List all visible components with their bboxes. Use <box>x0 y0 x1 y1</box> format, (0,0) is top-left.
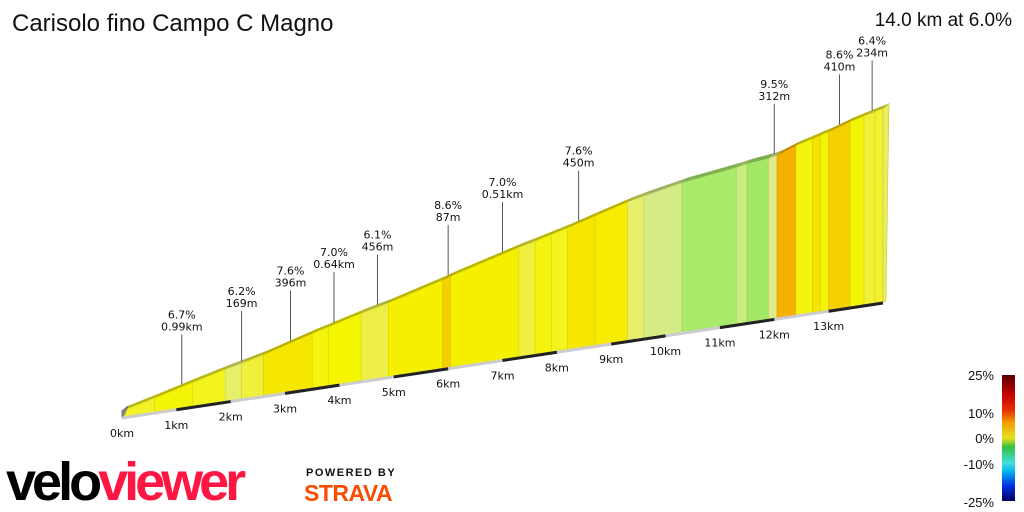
profile-segment <box>863 111 876 306</box>
legend-label-0: 0% <box>975 431 994 446</box>
distance-axis-km-bar <box>828 301 884 313</box>
profile-segment <box>820 131 829 312</box>
legend-label-neg10: -10% <box>963 457 994 472</box>
profile-segment <box>828 121 851 311</box>
profile-segment <box>643 182 683 339</box>
annotation-grade: 6.7% <box>168 308 196 321</box>
annotation-grade: 8.6% <box>434 199 462 212</box>
profile-segment <box>534 234 552 355</box>
distance-axis-km-bar <box>610 334 666 346</box>
annotation-grade: 7.0% <box>489 176 517 189</box>
annotation-length: 87m <box>436 211 461 224</box>
annotation-grade: 7.6% <box>565 145 593 158</box>
x-tick-label: 1km <box>164 419 188 432</box>
profile-segment <box>518 240 536 358</box>
profile-segment <box>850 115 865 308</box>
profile-segment <box>311 326 329 389</box>
distance-axis-km-bar <box>176 400 231 412</box>
profile-segment <box>746 157 770 323</box>
legend-label-neg25: -25% <box>963 495 994 510</box>
x-tick-label: 10km <box>650 345 681 358</box>
annotation-length: 0.51km <box>482 188 524 201</box>
logo-viewer: viewer <box>98 452 246 512</box>
profile-segment <box>795 138 813 316</box>
annotation-length: 312m <box>758 90 790 103</box>
distance-axis-km-bar <box>393 367 449 379</box>
profile-segment <box>442 275 452 369</box>
legend-label-25: 25% <box>967 368 994 383</box>
x-tick-label: 2km <box>219 411 243 424</box>
annotation-length: 169m <box>226 297 258 310</box>
profile-segment <box>450 246 520 368</box>
annotation-grade: 7.0% <box>320 246 348 259</box>
profile-segment <box>224 362 242 402</box>
annotation-length: 0.64km <box>313 258 355 271</box>
profile-segment <box>627 195 645 341</box>
profile-segment <box>776 145 797 319</box>
annotation-length: 456m <box>362 241 394 254</box>
strava-logo[interactable]: STRAVA <box>304 480 393 506</box>
x-tick-label: 9km <box>599 353 623 366</box>
profile-segment <box>768 154 778 320</box>
profile-segment <box>360 302 389 382</box>
distance-axis-km-bar <box>719 317 775 330</box>
x-tick-label: 4km <box>327 394 351 407</box>
profile-end-face <box>882 103 890 303</box>
x-tick-label: 3km <box>273 402 297 415</box>
annotation-grade: 6.2% <box>228 285 256 298</box>
profile-segment <box>551 227 569 353</box>
profile-segment <box>594 201 628 346</box>
annotation-grade: 9.5% <box>760 78 788 91</box>
profile-segment <box>812 134 821 314</box>
annotation-length: 396m <box>275 277 307 290</box>
annotation-length: 0.99km <box>161 320 203 333</box>
distance-axis-km-bar <box>502 350 558 362</box>
profile-segment <box>681 167 737 333</box>
gradient-color-scale <box>1002 375 1015 501</box>
annotation-grade: 7.6% <box>277 265 305 278</box>
x-tick-label: 5km <box>382 386 406 399</box>
annotation-grade: 6.1% <box>364 229 392 242</box>
climb-summary: 14.0 km at 6.0% <box>874 10 1012 31</box>
logo-velo: velo <box>6 452 102 512</box>
annotation-grade: 8.6% <box>826 48 854 61</box>
profile-segment <box>874 108 884 304</box>
powered-by-label: POWERED BY <box>306 467 397 479</box>
annotation-grade: 6.4% <box>858 34 886 47</box>
x-tick-label: 12km <box>759 328 790 341</box>
annotation-length: 410m <box>824 60 856 73</box>
climb-title: Carisolo fino Campo C Magno <box>12 10 334 37</box>
x-tick-label: 13km <box>813 320 844 333</box>
x-tick-label: 8km <box>545 361 569 374</box>
x-tick-label: 7km <box>490 370 514 383</box>
annotation-length: 234m <box>856 46 888 59</box>
annotation-length: 450m <box>563 157 595 170</box>
x-tick-label: 6km <box>436 378 460 391</box>
profile-start-face <box>121 405 129 419</box>
profile-segment <box>388 279 444 378</box>
distance-axis-km-bar <box>284 383 340 395</box>
veloviewer-logo[interactable]: veloviewer <box>6 452 246 512</box>
legend-label-10: 10% <box>967 406 994 421</box>
x-tick-label: 0km <box>110 427 134 440</box>
x-tick-label: 11km <box>704 337 735 350</box>
profile-segment <box>735 163 748 325</box>
profile-segment <box>567 215 596 350</box>
